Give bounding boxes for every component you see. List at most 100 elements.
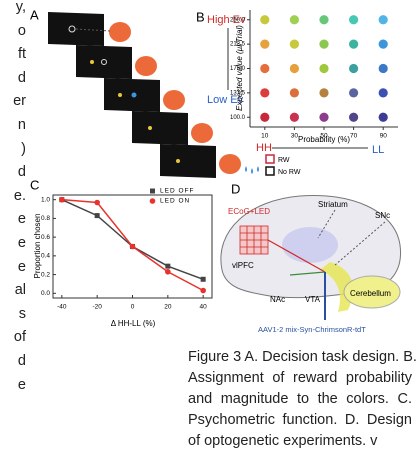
y-tick-label: 100.0: [230, 115, 246, 121]
point: [379, 113, 388, 122]
x-tick-label: -20: [92, 304, 102, 311]
cue: [176, 159, 180, 163]
point: [379, 15, 388, 24]
point: [319, 113, 328, 122]
text-fragment: e: [0, 376, 26, 394]
cue: [90, 60, 94, 64]
point: [349, 88, 358, 97]
screen: [160, 144, 216, 178]
page: y,oftdern)de.eeealsofde Figure 3 A. Deci…: [0, 0, 417, 461]
caption-line: Figure 3 A. Decision task design. B.: [188, 348, 412, 366]
point: [379, 64, 388, 73]
y-tick-label: 0.8: [41, 215, 50, 222]
screen: [132, 111, 188, 145]
point: [379, 88, 388, 97]
cue: [118, 93, 122, 97]
striatum-region: [282, 227, 338, 263]
marker: [201, 277, 206, 282]
region-label: Striatum: [318, 200, 348, 209]
x-axis-label: Δ HH-LL (%): [111, 319, 156, 328]
point: [349, 40, 358, 49]
caption-line: Assignment of reward probability: [188, 369, 412, 387]
marker: [95, 213, 100, 218]
marker: [165, 264, 170, 269]
y-axis-label: Proportion chosen: [33, 214, 42, 279]
chart-c: 0.0 0.2 0.4 0.6 0.8 1.0 -40 -20 0 20 40 Proportion …: [33, 188, 212, 328]
y-axis-label: Expected value (µl/Trial): [235, 25, 244, 111]
x-tick-label: 70: [350, 133, 358, 140]
point: [260, 15, 269, 24]
series-line: [62, 200, 203, 280]
point: [349, 15, 358, 24]
legend-label: No RW: [278, 169, 301, 176]
annotation: HH: [256, 142, 272, 154]
legend-label: LED OFF: [160, 188, 194, 195]
region-label: SNc: [375, 211, 390, 220]
x-tick-label: 20: [164, 304, 172, 311]
x-tick-label: -40: [57, 304, 67, 311]
x-tick-label: 40: [200, 304, 208, 311]
marker: [59, 197, 65, 203]
point: [319, 40, 328, 49]
monkey: [135, 56, 157, 76]
ecog-grid: [240, 226, 268, 254]
point: [379, 40, 388, 49]
region-label: ECoG+LED: [228, 207, 270, 216]
legend-marker: [266, 167, 274, 175]
point: [260, 64, 269, 73]
virus-label: AAV1-2 mix-Syn-ChrimsonR-tdT: [258, 325, 366, 334]
y-tick-label: 0.2: [41, 271, 50, 278]
cue: [148, 126, 152, 130]
monkey: [191, 123, 213, 143]
legend-marker: [266, 155, 274, 163]
marker: [130, 244, 136, 250]
panel-label: B: [196, 9, 205, 24]
panel-label: A: [30, 7, 39, 22]
point: [260, 113, 269, 122]
point: [349, 113, 358, 122]
panel-label: C: [30, 177, 39, 192]
y-tick-label: 0.6: [41, 234, 50, 241]
point: [290, 113, 299, 122]
x-tick-label: 90: [380, 133, 388, 140]
text-fragment: d: [0, 352, 26, 370]
water-drops: [245, 166, 259, 174]
y-tick-label: 0.4: [41, 253, 50, 260]
legend-label: RW: [278, 157, 290, 164]
legend-label: LED ON: [160, 198, 190, 205]
region-label: vlPFC: [232, 261, 254, 270]
point: [290, 40, 299, 49]
y-tick-label: 1.0: [41, 196, 50, 203]
legend-marker: [150, 189, 155, 194]
panel-label: D: [231, 181, 240, 196]
marker: [165, 269, 171, 275]
caption-line: and magnitude to the colors. C.: [188, 390, 412, 408]
marker: [94, 200, 100, 206]
region-label: VTA: [305, 295, 321, 304]
screen: [76, 45, 132, 79]
annotation: LL: [372, 144, 384, 156]
caption-line: Psychometric function. D. Design: [188, 411, 412, 429]
y-tick-label: 0.0: [41, 290, 50, 297]
point: [319, 15, 328, 24]
point: [290, 88, 299, 97]
point: [290, 15, 299, 24]
marker: [200, 288, 206, 294]
region-label: Cerebellum: [350, 289, 391, 298]
cue: [132, 93, 137, 98]
point: [260, 88, 269, 97]
x-tick-label: 10: [261, 133, 269, 140]
x-tick-label: 0: [131, 304, 135, 311]
figure: A RW No RW B High Ev Low Ev HH LL 100.01…: [0, 0, 417, 350]
legend-marker: [150, 198, 156, 204]
point: [349, 64, 358, 73]
region-label: NAc: [270, 295, 285, 304]
point: [319, 64, 328, 73]
monkey: [109, 22, 131, 42]
point: [260, 40, 269, 49]
point: [319, 88, 328, 97]
monkey: [219, 154, 241, 174]
x-axis-label: Probability (%): [298, 135, 350, 144]
y-tick-label: 250.0: [230, 17, 246, 23]
